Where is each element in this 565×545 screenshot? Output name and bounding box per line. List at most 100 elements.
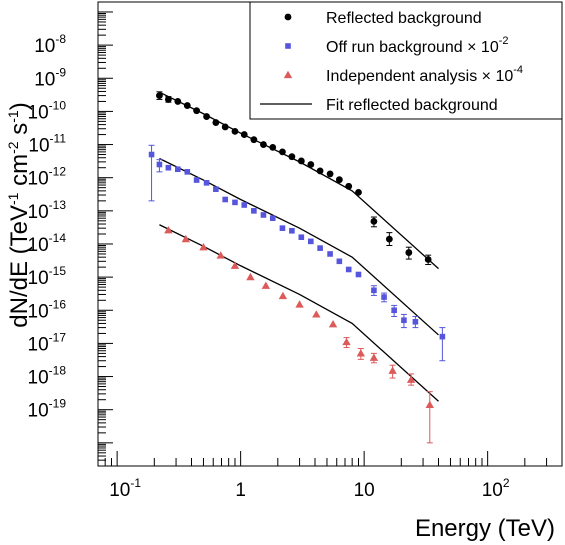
data-point xyxy=(251,208,257,214)
y-tick-label-base: 10 xyxy=(34,69,55,90)
data-point xyxy=(183,102,191,109)
x-tick-label-base: 10 xyxy=(482,480,503,501)
data-point xyxy=(345,266,352,273)
data-point xyxy=(297,157,305,165)
data-point xyxy=(371,287,377,294)
data-point xyxy=(370,217,378,225)
data-point xyxy=(412,318,419,325)
data-point xyxy=(298,234,305,241)
x-tick-label: 10-1 xyxy=(109,476,141,501)
y-tick-label: 10-9 xyxy=(34,65,66,90)
data-point xyxy=(199,242,208,251)
y-tick-label-base: 10 xyxy=(28,102,49,123)
data-point xyxy=(289,227,295,234)
y-tick-label-exp: -17 xyxy=(49,330,67,344)
data-point xyxy=(342,337,351,346)
y-tick-label-exp: -16 xyxy=(49,297,67,311)
x-tick-label-exp: -1 xyxy=(130,476,141,490)
y-tick-label-base: 10 xyxy=(28,169,49,190)
data-point xyxy=(165,164,172,171)
legend-label: Off run background × 10-2 xyxy=(326,35,509,56)
data-point xyxy=(260,141,267,148)
legend-label-text: Reflected background xyxy=(326,10,482,27)
data-point xyxy=(279,225,286,231)
legend-entry: Independent analysis × 10-4 xyxy=(283,64,523,85)
axis-ticks xyxy=(97,1,563,467)
x-axis-title: Energy (TeV) xyxy=(415,515,555,542)
series-triangle xyxy=(164,226,434,444)
data-point xyxy=(241,202,248,208)
x-tick-label: 102 xyxy=(482,476,510,501)
data-point xyxy=(295,300,304,308)
y-tick-label-exp: -15 xyxy=(49,264,67,278)
y-tick-label: 10-11 xyxy=(28,132,66,157)
data-point xyxy=(193,177,200,183)
y-axis-title-suffix: ) xyxy=(6,102,33,110)
y-tick-label: 10-17 xyxy=(28,330,67,355)
y-tick-label-exp: -19 xyxy=(49,397,67,411)
data-point xyxy=(181,234,191,243)
data-point xyxy=(164,96,172,103)
data-point xyxy=(269,215,276,221)
legend-label-text: Off run background × 10 xyxy=(326,39,499,56)
data-point xyxy=(381,294,387,300)
data-point xyxy=(261,281,271,289)
data-point xyxy=(307,161,315,168)
data-point xyxy=(278,291,288,300)
data-point xyxy=(328,319,338,328)
data-point xyxy=(156,161,163,168)
data-point xyxy=(288,153,296,161)
data-point xyxy=(212,119,220,126)
legend-box xyxy=(249,1,563,120)
data-point xyxy=(308,238,314,245)
x-tick-label-exp: 2 xyxy=(503,476,510,490)
y-tick-label-base: 10 xyxy=(28,268,49,289)
legend-label-exp: -4 xyxy=(513,64,523,76)
data-point xyxy=(156,92,163,99)
y-axis-title-exp2: -2 xyxy=(5,141,21,154)
y-axis-title-prefix: dN/dE (TeV xyxy=(6,205,33,328)
y-tick-label: 10-12 xyxy=(28,165,67,190)
data-point xyxy=(148,151,155,158)
data-point xyxy=(316,167,324,175)
data-point xyxy=(174,98,182,105)
y-tick-label-base: 10 xyxy=(28,202,49,223)
x-tick-label-base: 1 xyxy=(235,480,246,501)
data-point xyxy=(326,170,334,178)
data-point xyxy=(405,249,413,256)
data-point xyxy=(203,113,210,120)
data-point xyxy=(355,271,362,278)
y-tick-label-exp: -12 xyxy=(49,165,67,179)
series-circle xyxy=(156,91,432,266)
data-point xyxy=(406,375,416,383)
legend: Reflected background Off run background ×… xyxy=(249,1,563,120)
data-point xyxy=(232,199,238,206)
y-tick-label: 10-14 xyxy=(28,231,67,256)
y-tick-label-base: 10 xyxy=(28,235,49,256)
y-tick-label-base: 10 xyxy=(28,401,49,422)
data-point xyxy=(175,166,181,173)
data-point xyxy=(216,251,225,259)
y-tick-label-exp: -13 xyxy=(49,198,67,212)
legend-marker xyxy=(283,70,293,79)
data-point xyxy=(203,180,210,186)
y-tick-label: 10-18 xyxy=(28,364,67,389)
y-tick-label-exp: -8 xyxy=(55,32,66,46)
legend-marker xyxy=(284,13,292,21)
data-point xyxy=(279,148,286,156)
y-axis-title-mid2: s xyxy=(6,123,33,142)
fit-line xyxy=(159,224,439,402)
y-tick-label-base: 10 xyxy=(28,334,49,355)
y-axis-title-mid1: cm xyxy=(6,154,33,193)
y-tick-label-base: 10 xyxy=(28,136,49,157)
data-point xyxy=(439,333,446,340)
y-tick-label: 10-8 xyxy=(34,32,66,57)
data-point xyxy=(230,261,240,269)
tick-labels: 10-1 1 10 10210-810-910-1010-1110-1210-1310… xyxy=(28,32,510,501)
x-tick-label-base: 10 xyxy=(354,480,375,501)
data-point xyxy=(401,317,407,324)
y-tick-label-exp: -10 xyxy=(49,98,67,112)
y-tick-label-exp: -11 xyxy=(50,132,67,146)
fit-curves xyxy=(159,91,439,402)
